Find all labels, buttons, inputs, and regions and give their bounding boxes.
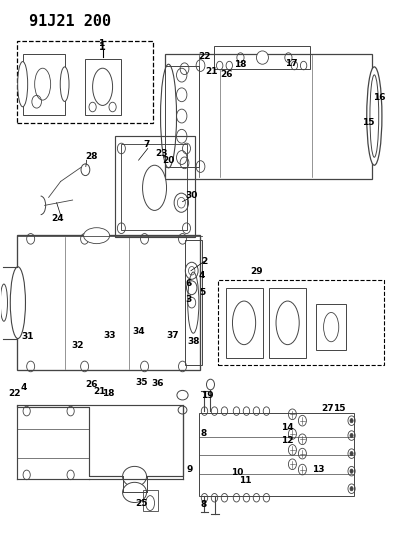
Bar [184,240,203,365]
Text: 21: 21 [205,67,218,76]
Text: 32: 32 [71,341,84,350]
Bar [17,235,201,370]
Ellipse shape [143,165,166,211]
Text: 24: 24 [51,214,64,223]
Ellipse shape [276,301,299,345]
Bar [122,144,187,230]
Text: 1: 1 [98,39,105,48]
Text: 91J21 200: 91J21 200 [28,14,111,29]
Text: 4: 4 [21,383,27,392]
Text: 22: 22 [198,52,211,61]
Ellipse shape [367,67,382,165]
Ellipse shape [370,75,379,157]
Text: 21: 21 [93,387,106,396]
Text: 30: 30 [185,191,198,200]
Bar [17,41,152,123]
Text: 8: 8 [200,500,207,509]
Bar [115,136,194,237]
Text: 16: 16 [373,93,386,102]
Text: 6: 6 [185,279,192,288]
Text: 37: 37 [166,331,179,340]
Text: 10: 10 [231,469,243,477]
Text: 11: 11 [239,476,251,484]
Text: 29: 29 [250,268,263,276]
Bar [85,59,121,115]
Ellipse shape [350,433,353,438]
Text: 3: 3 [185,295,192,304]
Bar [226,288,263,358]
Text: 13: 13 [312,465,325,474]
Text: 31: 31 [22,332,34,341]
Ellipse shape [160,64,176,168]
Ellipse shape [350,487,353,491]
Text: 1: 1 [99,42,106,52]
Text: 4: 4 [198,271,205,279]
Text: 7: 7 [144,140,150,149]
Ellipse shape [93,68,113,106]
Ellipse shape [34,68,51,100]
Ellipse shape [60,67,69,101]
Text: 33: 33 [103,331,115,340]
Bar [143,490,158,511]
Text: 15: 15 [333,405,346,414]
Text: 35: 35 [135,378,148,387]
Text: 23: 23 [155,149,168,158]
Text: 20: 20 [162,156,175,165]
Text: 22: 22 [8,389,21,398]
Text: 18: 18 [234,60,247,69]
Ellipse shape [18,62,28,107]
Text: 36: 36 [151,379,164,388]
Bar [269,288,306,358]
Ellipse shape [0,284,8,321]
Text: 19: 19 [201,391,214,400]
Text: 15: 15 [362,118,375,127]
Text: 8: 8 [200,430,207,439]
Ellipse shape [350,451,353,456]
Bar [23,54,65,115]
Ellipse shape [324,312,339,342]
Text: 14: 14 [282,423,294,432]
Ellipse shape [10,266,26,338]
Ellipse shape [84,228,109,244]
Text: 27: 27 [321,405,334,414]
Ellipse shape [146,496,154,511]
Text: 26: 26 [85,380,98,389]
Text: 25: 25 [135,498,148,507]
Text: 28: 28 [85,152,98,161]
Text: 17: 17 [285,59,298,68]
Text: 34: 34 [132,327,145,336]
Bar [164,66,198,166]
Text: 26: 26 [220,70,233,78]
Bar [215,46,310,69]
Ellipse shape [123,466,146,487]
Ellipse shape [188,272,199,333]
Text: 9: 9 [186,465,192,474]
Text: 2: 2 [201,257,208,265]
Ellipse shape [350,418,353,423]
Ellipse shape [350,469,353,473]
Text: 12: 12 [282,437,294,446]
Ellipse shape [233,301,256,345]
Ellipse shape [123,482,146,503]
Text: 38: 38 [188,337,200,346]
Bar [219,280,384,365]
Text: 18: 18 [102,389,115,398]
Bar [316,304,346,351]
Ellipse shape [257,51,268,64]
Text: 5: 5 [199,287,205,296]
